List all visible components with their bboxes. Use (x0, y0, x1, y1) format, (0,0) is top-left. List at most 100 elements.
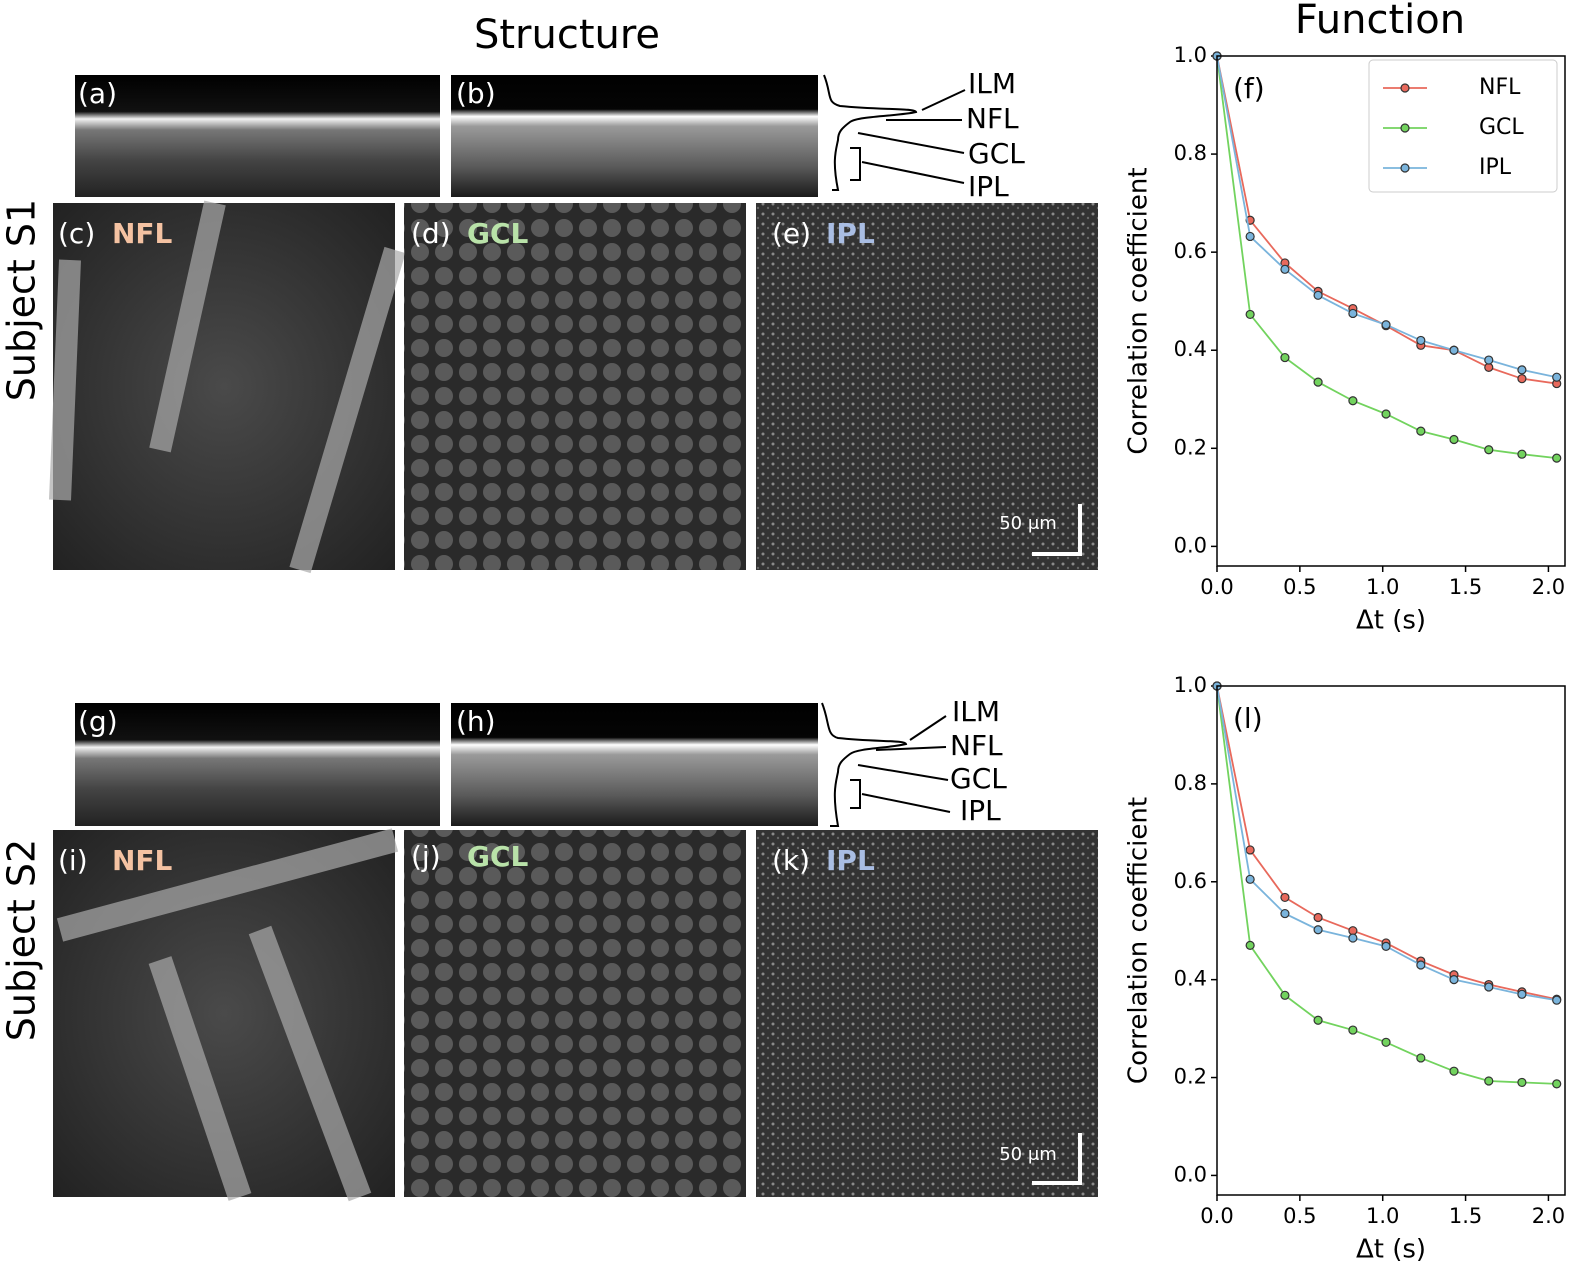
profile (821, 702, 908, 827)
marker (1280, 990, 1290, 1000)
marker (1552, 995, 1562, 1005)
y-tick-label: 0.0 (1174, 533, 1207, 557)
y-tick-label: 0.2 (1174, 1065, 1207, 1089)
y-tick-label: 1.0 (1174, 43, 1207, 67)
marker (1381, 409, 1391, 419)
legend-marker (1400, 83, 1410, 93)
x-axis-label: Δt (s) (1356, 606, 1426, 636)
y-tick-label: 0.4 (1174, 967, 1207, 991)
marker (1517, 1077, 1527, 1088)
bscan-image (451, 703, 818, 826)
panel-label: (d) (411, 217, 451, 250)
marker (1449, 975, 1459, 985)
series-line (1216, 685, 1557, 1085)
panel-label: (k) (772, 844, 810, 877)
y-tick-label: 0.8 (1174, 771, 1207, 795)
x-tick-label: 0.5 (1283, 575, 1316, 599)
bracket (850, 147, 861, 181)
marker (1416, 335, 1426, 346)
panel-label: (l) (1233, 702, 1263, 735)
layer-label: IPL (826, 217, 875, 250)
legend-label: GCL (1479, 115, 1524, 140)
legend-box (1368, 59, 1558, 193)
row: (g) (h) ILM NFL GCL IPL (i) NFL (j) GCL … (0, 695, 1098, 1202)
x-tick-label: 0.5 (1283, 1204, 1316, 1228)
arrows (857, 715, 951, 813)
bscan-image (75, 75, 440, 197)
marker (1484, 355, 1494, 365)
panel-label: (a) (78, 77, 117, 110)
marker (1552, 372, 1562, 382)
scale-bar (1032, 1133, 1082, 1185)
panel-label: (c) (58, 217, 95, 250)
y-axis-label: Correlation coefficient (1124, 797, 1154, 1084)
marker (1245, 940, 1255, 950)
subject-label: Subject S2 (0, 839, 44, 1041)
x-tick-label: 2.0 (1532, 575, 1565, 599)
bscan-image (451, 75, 818, 197)
marker (1416, 1053, 1426, 1063)
marker (1552, 453, 1562, 463)
enface-image (404, 203, 746, 570)
x-tick-label: 1.0 (1366, 1204, 1399, 1228)
layer-name: IPL (968, 170, 1009, 203)
panel-label: (b) (456, 77, 496, 110)
panel-label: (g) (78, 705, 118, 738)
x-tick-label: 1.0 (1366, 575, 1399, 599)
x-tick-label: 1.5 (1449, 1204, 1482, 1228)
layer-name: IPL (960, 794, 1001, 827)
layer-name: GCL (968, 137, 1025, 170)
enface-image (756, 830, 1098, 1197)
marker (1517, 365, 1527, 375)
marker (1416, 960, 1426, 970)
layer-name: NFL (950, 729, 1003, 762)
panel-label: (f) (1233, 72, 1265, 105)
marker (1381, 941, 1391, 951)
panel-label: (e) (772, 217, 811, 250)
arrows (857, 89, 966, 184)
layer-label: GCL (467, 217, 529, 250)
x-axis-label: Δt (s) (1356, 1235, 1426, 1265)
panel-label: (h) (456, 705, 496, 738)
scale-bar (1032, 504, 1082, 556)
layer-label: NFL (112, 844, 173, 877)
y-axis-label: Correlation coefficient (1124, 167, 1154, 454)
y-tick-label: 0.0 (1174, 1162, 1207, 1186)
marker (1517, 449, 1527, 459)
marker (1245, 309, 1255, 320)
plot-frame (1216, 685, 1566, 1196)
marker (1313, 912, 1323, 923)
marker (1348, 308, 1358, 319)
legend-label: IPL (1479, 155, 1512, 180)
marker (1381, 320, 1391, 330)
layer-label: NFL (112, 217, 173, 250)
y-tick-label: 0.6 (1174, 869, 1207, 893)
vessels (56, 828, 399, 1202)
marker (1484, 982, 1494, 992)
panel-label: (i) (58, 844, 88, 877)
marker (1348, 396, 1358, 406)
bscan-image (75, 703, 440, 826)
layer-label: GCL (467, 840, 529, 873)
function-title: Function (1295, 0, 1465, 43)
y-tick-label: 0.6 (1174, 239, 1207, 263)
layer-name: NFL (966, 102, 1019, 135)
bracket (850, 779, 861, 809)
series-line (1216, 685, 1557, 1002)
y-tick-label: 0.4 (1174, 337, 1207, 361)
marker (1313, 1015, 1323, 1025)
marker (1313, 925, 1323, 935)
vessels (49, 200, 406, 574)
series-line (1216, 685, 1557, 1001)
layer-name: GCL (950, 762, 1007, 795)
plot-frame (1216, 55, 1566, 567)
legend-marker (1400, 123, 1410, 133)
x-tick-label: 0.0 (1200, 1204, 1233, 1228)
marker (1517, 989, 1527, 999)
scale-bar-label: 50 μm (999, 1144, 1057, 1165)
marker (1484, 1076, 1494, 1086)
y-tick-label: 0.2 (1174, 435, 1207, 459)
layer-label: IPL (826, 844, 875, 877)
profile (823, 74, 918, 191)
